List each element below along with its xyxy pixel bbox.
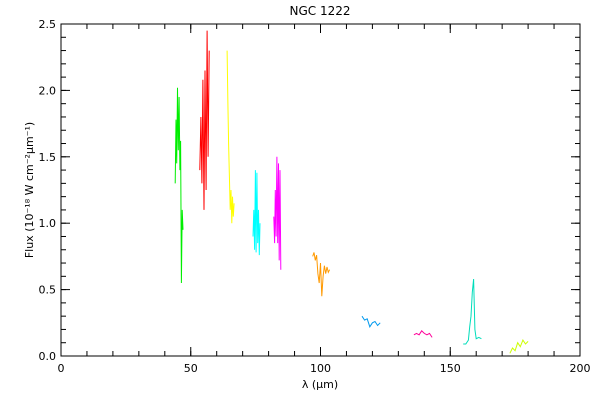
plot-frame xyxy=(60,23,581,357)
y-tick-label: 2.0 xyxy=(39,84,57,97)
x-tick-label: 0 xyxy=(58,362,65,375)
x-tick-label: 50 xyxy=(184,362,198,375)
spectrum-series xyxy=(174,30,529,354)
spectrum-segment-6 xyxy=(312,252,331,297)
spectrum-segment-3 xyxy=(226,50,235,224)
x-tick-label: 200 xyxy=(570,362,591,375)
spectrum-segment-8 xyxy=(413,330,433,338)
spectrum-segment-4 xyxy=(252,170,261,256)
y-axis-label: Flux (10⁻¹⁸ W cm⁻²μm⁻¹) xyxy=(23,122,36,258)
y-tick-label: 1.5 xyxy=(39,151,57,164)
axis-ticks: 0 50 100 150 200 0.0 0.5 1.0 1.5 2.0 2.5 xyxy=(39,18,591,375)
spectrum-segment-2 xyxy=(199,30,210,210)
spectrum-segment-10 xyxy=(509,339,529,354)
spectrum-segment-1 xyxy=(174,87,184,284)
chart-title: NGC 1222 xyxy=(289,4,350,18)
x-axis-label: λ (μm) xyxy=(302,378,338,391)
spectrum-segment-7 xyxy=(361,315,381,328)
x-tick-label: 150 xyxy=(440,362,461,375)
y-tick-label: 1.0 xyxy=(39,217,57,230)
y-tick-label: 0.5 xyxy=(39,284,57,297)
spectrum-segment-9 xyxy=(463,278,482,345)
y-tick-label: 2.5 xyxy=(39,18,57,31)
spectrum-segment-5 xyxy=(273,156,282,270)
y-tick-label: 0.0 xyxy=(39,350,57,363)
x-tick-label: 100 xyxy=(310,362,331,375)
